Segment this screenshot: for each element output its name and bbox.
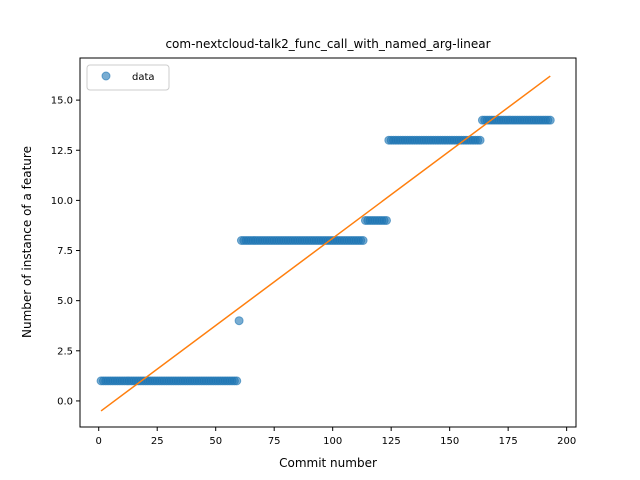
data-point — [358, 235, 368, 245]
y-tick-label: 5.0 — [57, 296, 73, 307]
x-tick-label: 25 — [151, 436, 164, 447]
legend-marker-data — [101, 71, 111, 81]
fit-line — [100, 75, 551, 412]
y-tick-label: 15.0 — [51, 96, 73, 107]
plot-frame — [79, 57, 577, 428]
y-tick-label: 12.5 — [51, 146, 73, 157]
x-tick-label: 125 — [382, 436, 401, 447]
y-tick-label: 0.0 — [57, 396, 73, 407]
data-point — [234, 316, 244, 326]
data-point — [545, 115, 555, 125]
x-tick-label: 175 — [499, 436, 518, 447]
x-tick-label: 150 — [440, 436, 459, 447]
y-tick-label: 7.5 — [57, 246, 73, 257]
data-point — [232, 376, 242, 386]
legend-label-data: data — [132, 72, 155, 83]
x-axis-label: Commit number — [279, 456, 377, 470]
x-tick-label: 100 — [323, 436, 342, 447]
x-tick-label: 0 — [96, 436, 102, 447]
y-axis-label: Number of instance of a feature — [20, 146, 34, 338]
y-tick-label: 10.0 — [51, 196, 73, 207]
chart-title: com-nextcloud-talk2_func_call_with_named… — [165, 37, 490, 51]
x-tick-label: 75 — [268, 436, 281, 447]
y-tick-label: 2.5 — [57, 346, 73, 357]
x-tick-label: 50 — [209, 436, 222, 447]
x-tick-label: 200 — [557, 436, 576, 447]
legend: data — [86, 64, 170, 91]
data-point — [381, 215, 391, 225]
data-point — [475, 135, 485, 145]
legend-box — [86, 64, 170, 91]
